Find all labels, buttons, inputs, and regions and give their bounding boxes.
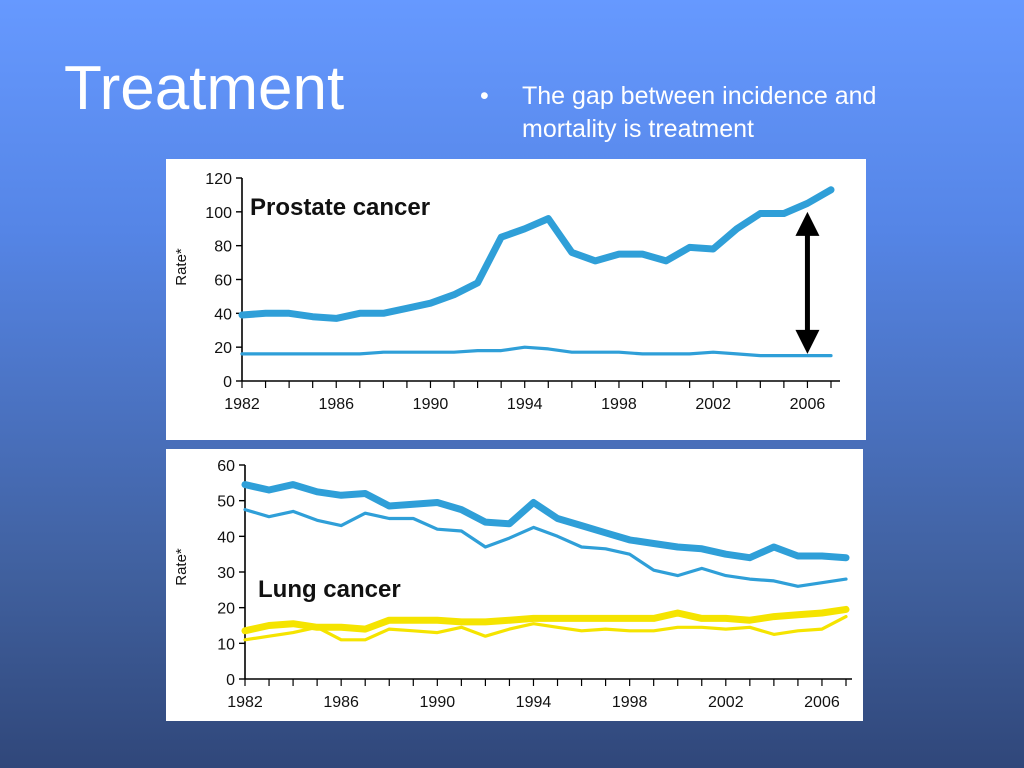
lung-chart-panel: 0 10 20 30 40 50 60 1982 1986 1990 1994 1998 2002 200… [166, 449, 863, 721]
bullet-text: The gap between incidence and mortality … [522, 82, 877, 143]
prostate-y-tick-label: 120 [205, 171, 232, 188]
gap-arrow-head-down [795, 329, 820, 354]
lung-x-tick-label: 1998 [612, 694, 648, 711]
lung-x-tick-label: 2006 [804, 694, 840, 711]
prostate-x-tick-label: 1998 [601, 396, 637, 413]
slide-title: Treatment [64, 54, 345, 123]
lung-x-tick-label: 1994 [516, 694, 552, 711]
bullet-symbol: • [480, 82, 489, 110]
lung-chart: 0 10 20 30 40 50 60 1982 1986 1990 1994 1998 2002 200… [173, 458, 852, 711]
prostate-x-tick-label: 1982 [224, 396, 260, 413]
lung-series-line-2 [241, 605, 850, 635]
prostate-y-tick-label: 100 [205, 205, 232, 222]
lung-x-tick-label: 2002 [708, 694, 744, 711]
lung-chart-title: Lung cancer [258, 576, 401, 603]
prostate-y-tick-label: 20 [214, 340, 232, 357]
lung-y-axis-label: Rate* [173, 548, 190, 586]
lung-y-tick-label: 50 [217, 494, 235, 511]
lung-series-line-0 [241, 481, 850, 562]
lung-series-line-1 [243, 507, 848, 588]
prostate-x-tick-label: 2006 [790, 396, 826, 413]
prostate-x-tick-label: 1990 [413, 396, 449, 413]
lung-series-line-3 [243, 615, 848, 642]
prostate-y-axis-label: Rate* [173, 248, 190, 286]
gap-arrow-head-up [795, 211, 820, 236]
prostate-series-line-0 [238, 186, 835, 322]
prostate-series-line-1 [240, 345, 833, 358]
prostate-x-tick-label: 1994 [507, 396, 543, 413]
lung-y-tick-label: 10 [217, 636, 235, 653]
prostate-y-tick-label: 40 [214, 306, 232, 323]
lung-x-tick-label: 1982 [227, 694, 263, 711]
lung-y-tick-label: 0 [226, 672, 235, 689]
lung-y-tick-label: 30 [217, 565, 235, 582]
prostate-chart-title: Prostate cancer [250, 194, 430, 221]
lung-x-tick-label: 1986 [323, 694, 359, 711]
prostate-chart-panel: 0 20 40 60 80 100 120 1982 1986 1990 1994 1998 2002 2… [166, 159, 866, 440]
prostate-y-tick-label: 60 [214, 273, 232, 290]
prostate-y-tick-label: 0 [223, 374, 232, 391]
prostate-chart: 0 20 40 60 80 100 120 1982 1986 1990 1994 1998 2002 2… [173, 171, 840, 413]
lung-y-tick-label: 60 [217, 458, 235, 475]
lung-x-tick-label: 1990 [420, 694, 456, 711]
prostate-x-tick-label: 2002 [695, 396, 731, 413]
prostate-y-tick-label: 80 [214, 239, 232, 256]
lung-y-tick-label: 40 [217, 529, 235, 546]
prostate-x-tick-label: 1986 [318, 396, 354, 413]
lung-y-tick-label: 20 [217, 601, 235, 618]
